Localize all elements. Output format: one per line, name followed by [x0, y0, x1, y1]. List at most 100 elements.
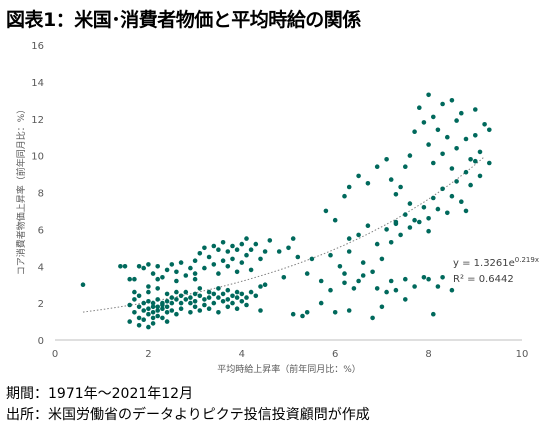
data-point — [258, 256, 263, 262]
data-point — [360, 260, 366, 265]
data-point — [454, 118, 459, 123]
data-point — [174, 278, 179, 284]
data-point — [183, 297, 189, 302]
data-point — [146, 324, 151, 330]
data-point — [393, 219, 399, 225]
data-point — [132, 276, 137, 282]
data-point — [188, 265, 193, 271]
trend-equation-exponent: 0.219x — [515, 256, 539, 264]
data-point — [449, 98, 455, 103]
data-point — [384, 289, 389, 295]
data-point — [230, 256, 235, 262]
data-point — [122, 264, 128, 269]
data-point — [374, 286, 380, 291]
data-point — [211, 262, 217, 267]
axes: 0 2 4 6 8 10 0 2 4 6 8 10 12 14 16 — [31, 41, 528, 360]
data-point — [412, 284, 417, 289]
y-tick-label: 6 — [38, 225, 44, 236]
data-point — [155, 304, 160, 310]
data-point — [463, 208, 469, 214]
data-point — [183, 289, 189, 295]
data-point — [127, 276, 132, 282]
data-point — [258, 284, 263, 289]
data-point — [136, 293, 142, 299]
data-point — [482, 122, 487, 127]
data-point — [225, 287, 231, 293]
data-point — [136, 264, 142, 269]
x-tick-label: 2 — [145, 349, 151, 360]
data-point — [267, 238, 273, 243]
data-point — [463, 169, 469, 175]
data-point — [174, 289, 179, 295]
data-point — [388, 278, 394, 284]
data-point — [206, 306, 212, 312]
data-point — [421, 275, 427, 280]
data-point — [146, 262, 151, 267]
data-point — [239, 241, 245, 247]
data-point — [262, 282, 268, 288]
data-point — [211, 291, 217, 297]
data-point — [155, 286, 160, 291]
data-point — [426, 216, 431, 221]
data-point — [150, 271, 156, 276]
data-point — [318, 278, 324, 284]
data-point — [487, 127, 492, 133]
y-tick-label: 14 — [31, 78, 44, 89]
data-point — [146, 311, 151, 317]
data-point — [174, 269, 179, 275]
data-point — [230, 300, 235, 306]
data-point — [202, 302, 207, 308]
data-point — [244, 252, 249, 258]
data-point — [454, 146, 459, 151]
y-tick-label: 12 — [31, 115, 44, 126]
data-point — [220, 258, 226, 264]
data-point — [141, 317, 146, 323]
data-point — [225, 249, 231, 254]
data-point — [393, 192, 399, 197]
data-point — [281, 275, 287, 280]
data-point — [449, 166, 455, 171]
data-point — [328, 252, 333, 258]
data-point — [244, 302, 249, 308]
data-point — [164, 291, 170, 297]
data-point — [253, 293, 259, 299]
data-point — [127, 302, 132, 308]
data-point — [370, 269, 375, 275]
data-point — [132, 310, 137, 315]
data-point — [202, 297, 207, 302]
data-point — [146, 306, 151, 312]
data-point — [286, 245, 291, 251]
data-point — [421, 205, 427, 210]
data-point — [248, 247, 254, 252]
data-point — [220, 240, 226, 245]
data-point — [164, 304, 170, 310]
data-point — [426, 276, 431, 282]
data-point — [234, 295, 240, 300]
data-point — [216, 310, 221, 315]
data-point — [342, 193, 347, 199]
data-point — [431, 311, 436, 317]
data-point — [431, 195, 436, 201]
data-point — [192, 271, 198, 276]
data-point — [211, 300, 217, 306]
data-point — [332, 217, 338, 223]
data-point — [160, 302, 165, 308]
data-point — [248, 267, 254, 273]
data-point — [220, 299, 226, 304]
data-point — [473, 133, 478, 138]
x-axis-label: 平均時給上昇率（前年同月比：%） — [217, 363, 361, 375]
data-point — [234, 306, 240, 312]
data-point — [370, 315, 375, 321]
data-point — [206, 289, 212, 295]
data-point — [356, 278, 361, 284]
data-point — [197, 308, 203, 313]
data-point — [445, 134, 450, 140]
data-point — [192, 304, 198, 310]
data-point — [216, 271, 221, 276]
data-point — [440, 101, 445, 107]
data-point — [202, 245, 207, 251]
data-point — [160, 306, 165, 312]
data-point — [169, 300, 175, 306]
data-point — [169, 295, 175, 300]
data-point — [454, 179, 459, 184]
